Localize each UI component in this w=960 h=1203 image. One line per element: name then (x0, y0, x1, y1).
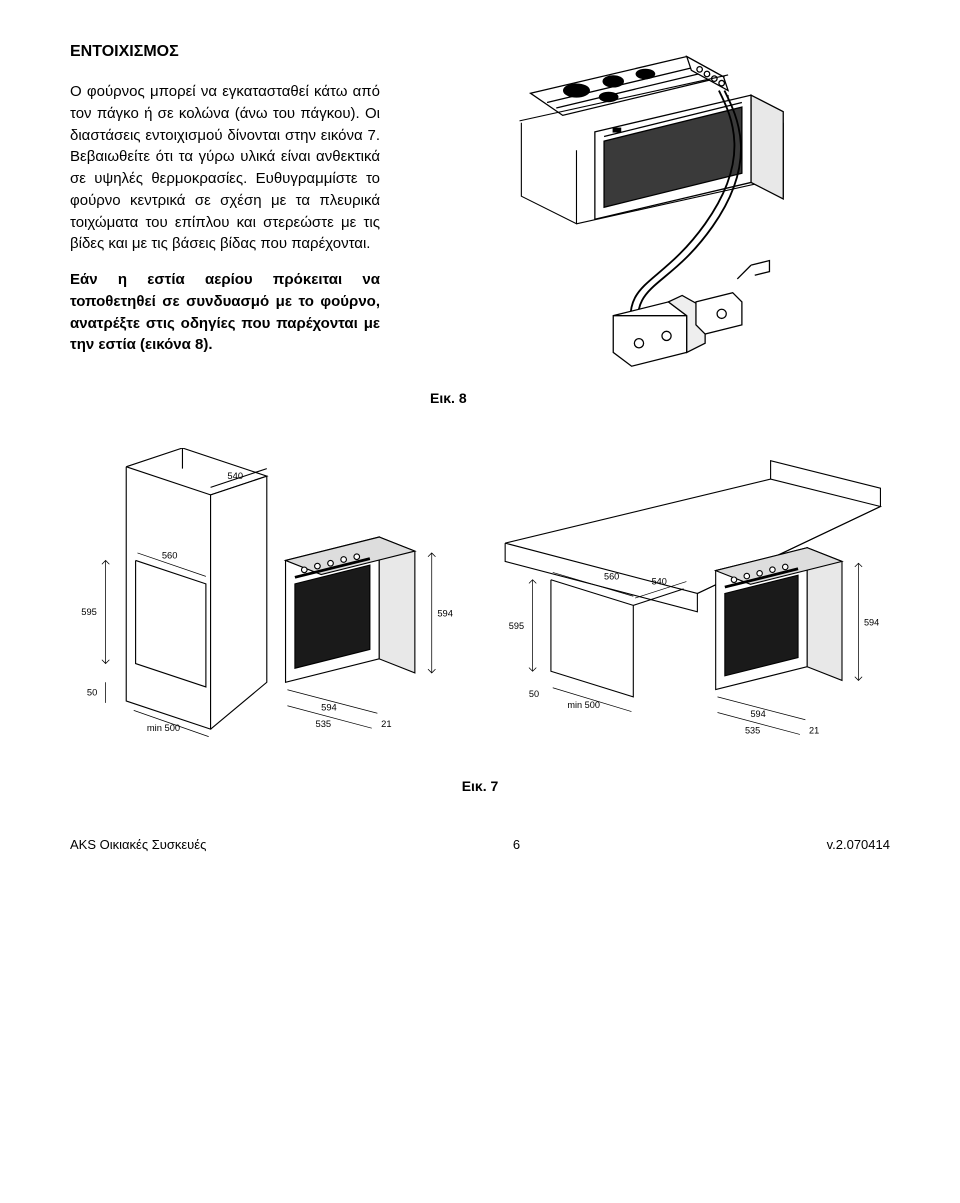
dim-595: 595 (81, 607, 97, 617)
svg-text:min 500: min 500 (568, 700, 601, 710)
footer-right: v.2.070414 (827, 836, 890, 855)
svg-text:535: 535 (745, 726, 760, 736)
dim-594h: 594 (437, 609, 453, 619)
svg-text:50: 50 (529, 689, 539, 699)
paragraph-2: Εάν η εστία αερίου πρόκειται να τοποθετη… (70, 269, 380, 356)
dim-535: 535 (316, 720, 332, 730)
figure-7-label: Εικ. 7 (70, 776, 890, 796)
dim-540: 540 (227, 471, 243, 481)
svg-text:595: 595 (509, 621, 524, 631)
paragraph-1: Ο φούρνος μπορεί να εγκατασταθεί κάτω απ… (70, 81, 380, 255)
dim-594w: 594 (321, 703, 337, 713)
footer-center: 6 (513, 836, 520, 855)
svg-text:594: 594 (864, 618, 879, 628)
section-heading: ΕΝΤΟΙΧΙΣΜΟΣ (70, 40, 380, 63)
dim-560: 560 (162, 551, 178, 561)
dim-21: 21 (381, 720, 391, 730)
dim-50: 50 (87, 688, 97, 698)
svg-text:560: 560 (604, 572, 619, 582)
figure-8-label: Εικ. 8 (430, 388, 467, 408)
figure-8-diagram (475, 40, 825, 380)
page-footer: AKS Οικιακές Συσκευές 6 v.2.070414 (70, 836, 890, 855)
figure-7-diagram: 595 50 min 500 560 540 (70, 448, 890, 757)
footer-left: AKS Οικιακές Συσκευές (70, 836, 206, 855)
svg-text:594: 594 (751, 709, 766, 719)
svg-text:540: 540 (652, 577, 667, 587)
svg-text:21: 21 (809, 726, 819, 736)
dim-min500: min 500 (147, 723, 180, 733)
